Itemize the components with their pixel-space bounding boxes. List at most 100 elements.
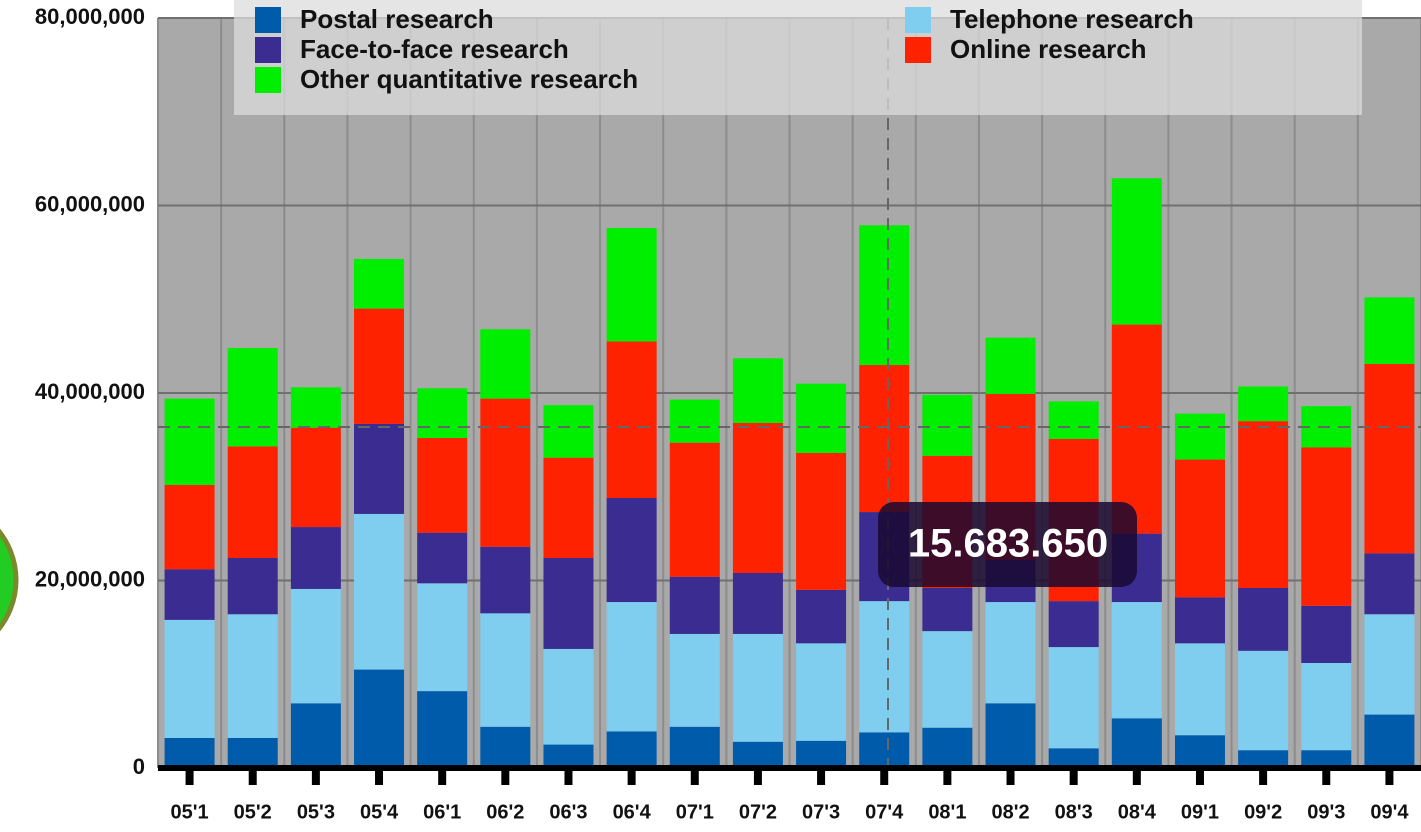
bar-segment [859, 732, 910, 768]
x-tick-label: 08'3 [1055, 801, 1093, 823]
bar-segment [480, 613, 531, 727]
tooltip-box [878, 502, 1137, 587]
x-tick [753, 768, 762, 785]
x-tick [1006, 768, 1015, 785]
bar-segment [164, 398, 215, 485]
x-tick [880, 768, 889, 785]
bar-segment [669, 726, 720, 768]
bar-segment [606, 341, 657, 498]
bar-segment [417, 438, 468, 533]
side-button[interactable] [0, 502, 19, 658]
x-tick [690, 768, 699, 785]
bar-segment [1174, 413, 1225, 460]
y-tick-label: 80,000,000 [35, 4, 145, 29]
bar-segment [164, 738, 215, 768]
bar-segment [1174, 735, 1225, 768]
bar-segment [1364, 553, 1415, 615]
x-tick [438, 768, 447, 785]
legend-swatch [255, 7, 281, 33]
bar-segment [1301, 447, 1352, 606]
bar-segment [796, 589, 847, 644]
bar-segment [669, 399, 720, 443]
bar-segment [669, 576, 720, 634]
bar-segment [480, 329, 531, 399]
bar-segment [1111, 178, 1162, 325]
bar-segment [732, 423, 783, 573]
x-tick-label: 07'3 [802, 801, 840, 823]
x-tick [627, 768, 636, 785]
bar-segment [1048, 647, 1099, 749]
bar-segment [290, 527, 341, 589]
bar-segment [417, 388, 468, 438]
y-tick-label: 20,000,000 [35, 566, 145, 591]
bar-segment [1048, 401, 1099, 439]
x-tick [311, 768, 320, 785]
bar-segment [796, 643, 847, 741]
bar-segment [290, 588, 341, 704]
bar-segment [985, 337, 1036, 394]
legend-label: Online research [950, 34, 1147, 64]
bar-segment [669, 442, 720, 577]
x-tick-label: 09'2 [1244, 801, 1282, 823]
bar-segment [1174, 459, 1225, 598]
bar-segment [164, 569, 215, 620]
bar-segment [1048, 601, 1099, 648]
x-tick-label: 09'1 [1181, 801, 1219, 823]
bar-segment [290, 703, 341, 768]
x-tick-label: 05'4 [360, 801, 399, 823]
bar-segment [1111, 602, 1162, 719]
bar-segment [922, 631, 973, 728]
bar-segment [1238, 750, 1289, 768]
x-tick-label: 07'2 [739, 801, 777, 823]
bar-segment [1048, 748, 1099, 768]
bar-segment [732, 633, 783, 742]
bar-segment [922, 727, 973, 768]
legend-label: Other quantitative research [300, 64, 638, 94]
bar-segment [1301, 605, 1352, 663]
bar-segment [606, 602, 657, 732]
x-tick [185, 768, 194, 785]
x-tick [501, 768, 510, 785]
bar-segment [859, 225, 910, 366]
x-tick [1385, 768, 1394, 785]
x-tick [375, 768, 384, 785]
x-tick [564, 768, 573, 785]
x-tick [1069, 768, 1078, 785]
legend-label: Postal research [300, 4, 494, 34]
bar-segment [859, 365, 910, 513]
bar-segment [354, 258, 405, 309]
bar-segment [732, 358, 783, 423]
x-tick-label: 05'2 [234, 801, 272, 823]
bar-segment [606, 228, 657, 342]
x-tick [943, 768, 952, 785]
bar-segment [1174, 643, 1225, 736]
x-tick-label: 07'1 [676, 801, 714, 823]
x-tick-label: 06'2 [486, 801, 524, 823]
bar-segment [227, 614, 278, 738]
x-tick-label: 08'1 [928, 801, 966, 823]
bar-segment [922, 588, 973, 632]
bar-segment [1238, 421, 1289, 588]
bar-segment [1238, 650, 1289, 751]
bar-segment [227, 348, 278, 447]
bar-segment [1364, 297, 1415, 364]
bar-segment [543, 405, 594, 458]
legend-swatch [255, 37, 281, 63]
bar-segment [354, 423, 405, 514]
bar-segment [1111, 718, 1162, 768]
x-tick [1322, 768, 1331, 785]
x-tick-label: 06'4 [613, 801, 652, 823]
x-tick [248, 768, 257, 785]
y-tick-label: 40,000,000 [35, 379, 145, 404]
bar-segment [859, 601, 910, 733]
bar-segment [1174, 597, 1225, 644]
bar-segment [985, 703, 1036, 768]
x-tick [1195, 768, 1204, 785]
legend-box [234, 0, 1362, 115]
x-tick-label: 05'3 [297, 801, 335, 823]
bar-segment [227, 558, 278, 615]
bar-segment [732, 741, 783, 768]
x-tick-label: 09'3 [1307, 801, 1345, 823]
bar-segment [606, 498, 657, 603]
